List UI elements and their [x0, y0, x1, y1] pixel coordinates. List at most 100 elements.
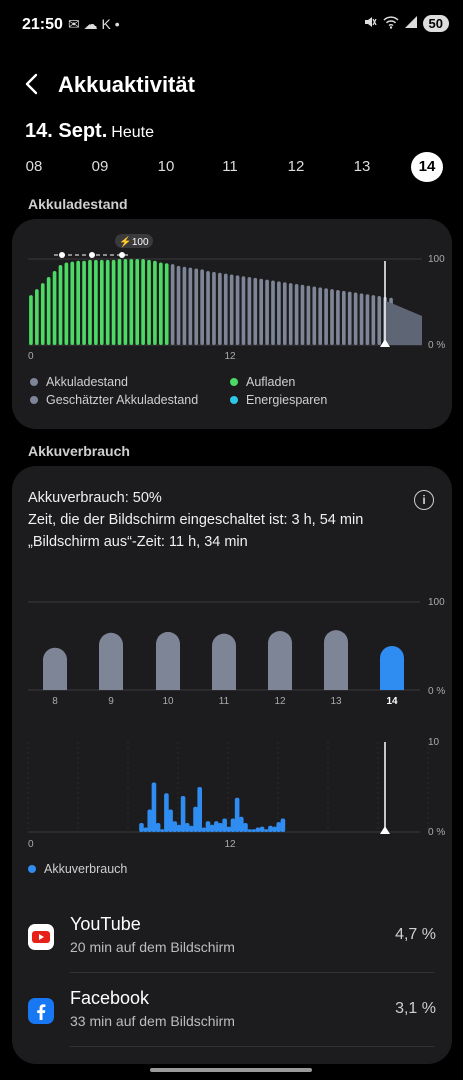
hourly-bar	[230, 818, 236, 832]
daily-bar[interactable]	[99, 632, 123, 690]
divider	[70, 972, 434, 973]
date-sub: Heute	[111, 124, 154, 141]
level-bar	[105, 259, 110, 345]
level-bar	[29, 295, 33, 345]
full-charge-badge	[115, 234, 153, 248]
app-percent: 4,7 %	[395, 926, 436, 943]
hourly-bar	[139, 823, 144, 832]
signal-icon	[404, 16, 417, 31]
usage-summary: Akkuverbrauch: 50% Zeit, die der Bildsch…	[28, 487, 363, 553]
level-bar	[123, 259, 128, 345]
hourly-bar	[255, 827, 261, 832]
daily-bar[interactable]	[324, 630, 348, 690]
charge-marker	[119, 252, 125, 258]
level-bar	[147, 259, 151, 345]
legend-item-power-saving: Energiesparen	[230, 393, 327, 407]
daily-bar[interactable]	[43, 647, 67, 690]
x-axis-label-start: 0	[28, 351, 34, 362]
y-axis-label-bottom: 0 %	[428, 686, 445, 697]
hourly-bar	[205, 821, 211, 832]
day-item-09[interactable]: 09	[91, 158, 109, 175]
day-item-12[interactable]: 12	[287, 158, 305, 175]
level-bar	[58, 265, 63, 345]
notification-icons: ✉ ☁ K •	[68, 16, 120, 32]
hourly-bar	[234, 797, 240, 832]
legend-dot	[30, 378, 38, 386]
hourly-bar	[143, 827, 148, 832]
level-bar	[94, 259, 98, 345]
daily-bar[interactable]	[380, 646, 404, 690]
battery-level-card: ⚡100 100 0 % 0 12 Akkuladestand Aufladen Ges…	[12, 219, 452, 429]
level-bar	[129, 259, 134, 345]
x-axis-label: 13	[330, 696, 342, 707]
level-bar	[99, 259, 104, 345]
y-axis-label-top: 100	[428, 597, 445, 608]
day-item-10[interactable]: 10	[157, 158, 175, 175]
app-screen-time: 20 min auf dem Bildschirm	[70, 939, 235, 955]
day-item-14[interactable]: 14	[411, 152, 443, 182]
level-bar	[241, 276, 246, 345]
day-item-11[interactable]: 11	[222, 158, 238, 175]
hourly-bar	[247, 829, 252, 832]
hourly-bar	[251, 829, 257, 832]
level-bar	[82, 260, 86, 345]
app-screen-time: 33 min auf dem Bildschirm	[70, 1013, 235, 1029]
full-charge-badge-label: ⚡100	[119, 235, 149, 248]
current-time-marker	[380, 339, 390, 347]
level-bar	[64, 262, 69, 345]
level-bar	[218, 272, 222, 345]
level-bar	[353, 292, 358, 345]
daily-bar[interactable]	[156, 631, 180, 690]
app-row-facebook[interactable]: Facebook 33 min auf dem Bildschirm 3,1 %	[24, 984, 440, 1044]
legend-label: Geschätzter Akkuladestand	[46, 393, 199, 407]
info-icon[interactable]: i	[414, 490, 434, 510]
hourly-bar	[159, 829, 165, 832]
x-axis-label: 14	[386, 696, 398, 707]
daily-bar[interactable]	[268, 631, 292, 690]
hourly-bar	[180, 796, 186, 832]
hourly-bar	[226, 826, 232, 832]
hourly-bar	[172, 821, 178, 832]
app-name: YouTube	[70, 914, 141, 934]
level-bar	[223, 273, 228, 345]
daily-bar[interactable]	[212, 633, 236, 690]
hourly-bar	[276, 822, 282, 832]
navigation-handle[interactable]	[150, 1068, 312, 1072]
usage-total: Akkuverbrauch: 50%	[28, 490, 162, 506]
hourly-bar	[176, 824, 182, 832]
level-bar	[347, 291, 352, 345]
hourly-bar	[263, 829, 269, 832]
x-axis-label: 8	[52, 696, 58, 707]
level-bar	[76, 260, 81, 345]
y-axis-label-top: 100	[428, 254, 445, 265]
level-bar	[282, 282, 287, 345]
date-main: 14. Sept.	[25, 120, 108, 142]
day-selector: 08 09 10 11 12 13 14	[0, 152, 463, 182]
app-percent: 3,1 %	[395, 1000, 436, 1017]
level-bar	[188, 267, 193, 345]
legend-label: Akkuverbrauch	[44, 862, 128, 876]
legend-label: Akkuladestand	[46, 375, 129, 389]
divider	[70, 1046, 434, 1047]
chevron-left-icon	[24, 71, 38, 101]
level-bar	[235, 275, 240, 345]
level-bar	[164, 263, 169, 345]
app-row-youtube[interactable]: YouTube 20 min auf dem Bildschirm 4,7 %	[24, 910, 440, 970]
hourly-bar	[272, 826, 277, 832]
mute-icon	[363, 15, 377, 32]
day-item-13[interactable]: 13	[353, 158, 371, 175]
legend-item-charging: Aufladen	[230, 375, 295, 389]
level-bar	[88, 259, 92, 345]
level-bar	[117, 259, 122, 345]
back-button[interactable]	[24, 73, 38, 99]
level-bar	[271, 280, 275, 345]
level-bar	[312, 286, 317, 345]
level-bar	[330, 289, 334, 345]
hourly-bar	[214, 821, 219, 832]
legend-item-estimated: Geschätzter Akkuladestand	[30, 393, 198, 407]
level-bar	[265, 279, 269, 345]
level-bar	[111, 259, 116, 345]
date-heading: 14. Sept. Heute	[25, 120, 154, 143]
day-item-08[interactable]: 08	[25, 158, 43, 175]
charge-marker	[89, 252, 95, 258]
